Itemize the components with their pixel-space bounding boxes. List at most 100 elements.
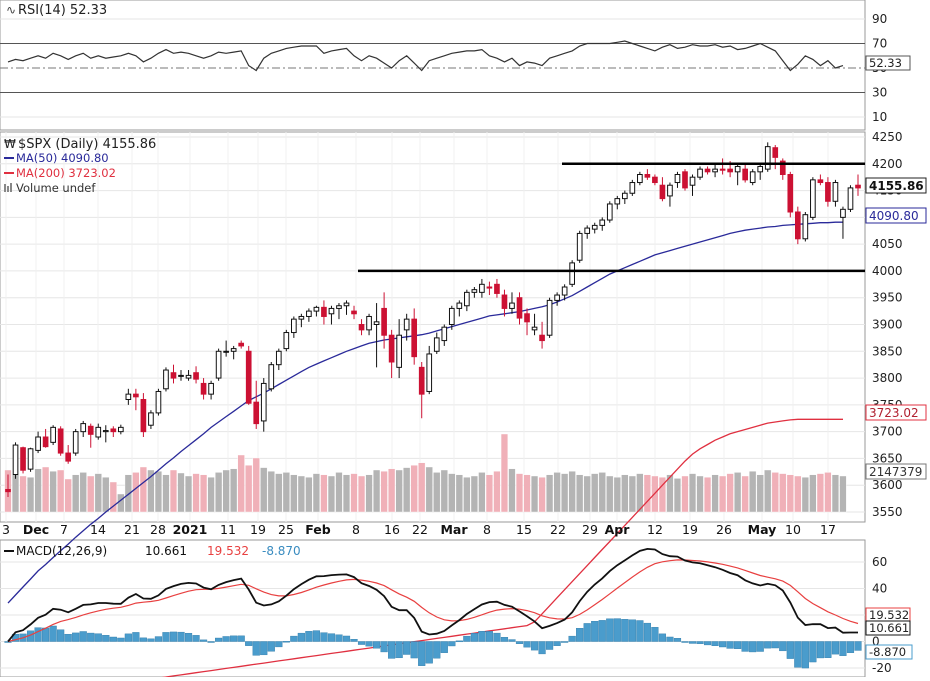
date-tick-label: 2021 [173, 522, 208, 537]
candle-body [208, 382, 214, 395]
candle-body [230, 348, 237, 352]
macd-histogram-bar [418, 641, 426, 666]
macd-histogram-bar [816, 641, 824, 659]
macd-histogram-bar [335, 634, 343, 642]
macd-histogram-bar [365, 641, 373, 647]
candle-body [163, 369, 169, 390]
volume-bar [734, 472, 742, 513]
macd-histogram-bar [651, 627, 659, 642]
candle-body [388, 334, 395, 363]
candle-body [155, 390, 162, 414]
date-tick-label: 19 [682, 522, 698, 537]
volume-bar [719, 475, 727, 513]
volume-bar [388, 468, 396, 513]
candle-body [719, 168, 726, 171]
volume-bar [87, 475, 95, 513]
macd-histogram-bar [538, 641, 546, 655]
macd-histogram-bar [523, 641, 531, 648]
macd-histogram-bar [162, 632, 170, 642]
macd-histogram-bar [478, 631, 486, 642]
candle-body [629, 182, 636, 194]
macd-histogram-bar [177, 631, 185, 642]
volume-bar [824, 472, 832, 513]
date-tick-label: 15 [516, 522, 532, 537]
candle-body [667, 184, 673, 197]
macd-indicator [4, 547, 862, 669]
candle-body [366, 315, 372, 331]
volume-bar [598, 472, 606, 513]
macd-histogram-bar [734, 641, 742, 649]
candle-body [847, 187, 854, 210]
volume-bar [463, 477, 471, 513]
rsi-panel-frame [0, 0, 866, 131]
candle-body [486, 286, 493, 289]
candle-icon: ₩ [4, 137, 16, 151]
macd-histogram-bar [147, 638, 155, 642]
macd-histogram-bar [786, 641, 794, 659]
candle-body [772, 147, 779, 158]
volume-bar [801, 477, 809, 513]
macd-histogram-bar [606, 618, 614, 642]
volume-bar [109, 481, 117, 513]
candle-body [27, 448, 34, 470]
candle-body [72, 431, 79, 454]
price-tick-label: 3550 [872, 505, 903, 519]
price-tick-label: 3850 [872, 344, 903, 358]
volume-bar [403, 467, 411, 513]
ma50-line [7, 221, 843, 604]
volume-bar [154, 471, 163, 513]
date-tick-label: 10 [785, 522, 801, 537]
candle-body [561, 286, 568, 296]
macd-histogram-bar [756, 641, 764, 652]
volume-bar [260, 467, 268, 513]
candle-body [5, 489, 11, 493]
legend-symbol: $SPX (Daily) 4155.86 [18, 137, 156, 152]
candle-body [539, 334, 545, 342]
candle-body [757, 165, 764, 173]
candle-body [185, 374, 192, 379]
macd-header-label: MACD(12,26,9) [16, 544, 107, 558]
candle-body [764, 146, 771, 170]
macd-histogram-bar [245, 641, 253, 646]
volume-bar [79, 472, 87, 513]
candle-body [734, 165, 741, 173]
date-tick-label: Feb [305, 522, 331, 537]
macd-tick-label: 60 [872, 555, 887, 569]
macd-tick-label: -20 [872, 661, 892, 675]
date-tick-label: 14 [90, 522, 106, 537]
date-tick-label: 21 [124, 522, 140, 537]
macd-histogram-bar [410, 641, 418, 659]
volume-bar [297, 475, 305, 513]
volume-bar [19, 475, 27, 513]
candle-body [268, 364, 275, 390]
candle-body [403, 318, 410, 331]
date-tick-label: 3 [2, 522, 10, 537]
candle-body [418, 366, 425, 395]
volume-bar [372, 469, 381, 513]
candle-body [794, 211, 801, 240]
macd-badge-box [865, 620, 911, 636]
volume-bar [169, 469, 178, 513]
macd-histogram-bar [79, 631, 87, 642]
candle-body [170, 372, 177, 379]
macd-header-value: 10.661 [145, 544, 187, 558]
candle-body [689, 176, 696, 186]
candle-body [343, 302, 350, 307]
volume-bar [192, 473, 200, 513]
date-tick-label: 11 [220, 522, 236, 537]
volume-bar [839, 475, 847, 513]
macd-histogram-bar [628, 619, 636, 642]
macd-histogram-bar [388, 641, 396, 659]
macd-histogram-bar [425, 641, 433, 664]
volume-bar [508, 468, 516, 513]
price-tick-label: 3600 [872, 478, 903, 492]
macd-histogram-bar [34, 627, 42, 642]
legend-volume: Volume undef [16, 181, 96, 195]
volume-bar [546, 474, 554, 513]
volume-bar [794, 475, 802, 513]
macd-histogram-bar [320, 632, 328, 642]
volume-bar [696, 475, 704, 513]
macd-histogram-bar [87, 632, 95, 642]
